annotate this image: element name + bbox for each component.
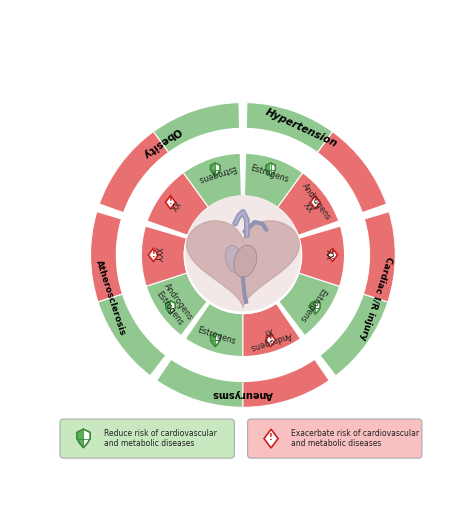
- Wedge shape: [185, 303, 243, 356]
- Wedge shape: [243, 303, 301, 356]
- Wedge shape: [141, 226, 187, 286]
- Wedge shape: [277, 173, 339, 235]
- Circle shape: [185, 196, 301, 311]
- Wedge shape: [147, 173, 209, 235]
- Wedge shape: [246, 102, 332, 153]
- Polygon shape: [211, 164, 215, 176]
- Polygon shape: [77, 429, 90, 448]
- Wedge shape: [245, 153, 302, 208]
- Text: Estrogens: Estrogens: [196, 163, 237, 184]
- Polygon shape: [215, 334, 219, 346]
- Polygon shape: [215, 164, 219, 176]
- Text: Atherosclerosis: Atherosclerosis: [94, 259, 127, 337]
- Text: !: !: [313, 197, 317, 206]
- Text: Androgens
XY: Androgens XY: [246, 320, 293, 352]
- Text: !: !: [269, 335, 273, 344]
- Text: Exacerbate risk of cardiovascular
and metabolic diseases: Exacerbate risk of cardiovascular and me…: [292, 429, 419, 448]
- Wedge shape: [154, 102, 240, 153]
- Polygon shape: [311, 301, 320, 314]
- FancyBboxPatch shape: [247, 419, 422, 458]
- Text: XX: XX: [324, 249, 333, 260]
- Wedge shape: [99, 131, 168, 213]
- Circle shape: [184, 196, 301, 314]
- Polygon shape: [83, 430, 90, 447]
- Polygon shape: [311, 301, 315, 314]
- Text: Cardiac I/R injury: Cardiac I/R injury: [358, 255, 393, 341]
- Polygon shape: [210, 163, 220, 176]
- Polygon shape: [166, 301, 175, 314]
- Wedge shape: [320, 294, 388, 376]
- Wedge shape: [299, 226, 345, 286]
- Ellipse shape: [226, 246, 242, 272]
- Polygon shape: [315, 301, 320, 314]
- Text: Obesity: Obesity: [140, 125, 182, 159]
- Text: Estrogens: Estrogens: [249, 163, 290, 184]
- Text: !: !: [169, 197, 173, 206]
- Text: Hypertension: Hypertension: [264, 107, 339, 149]
- FancyBboxPatch shape: [60, 419, 234, 458]
- Wedge shape: [318, 131, 387, 213]
- Polygon shape: [77, 430, 83, 447]
- Wedge shape: [279, 273, 339, 335]
- Polygon shape: [210, 334, 220, 346]
- Polygon shape: [166, 301, 171, 314]
- Wedge shape: [364, 212, 395, 302]
- Polygon shape: [211, 334, 215, 346]
- Text: !: !: [269, 433, 273, 442]
- Polygon shape: [266, 164, 271, 176]
- Polygon shape: [165, 196, 175, 209]
- Text: !: !: [151, 250, 155, 259]
- Polygon shape: [264, 429, 278, 448]
- Polygon shape: [148, 248, 158, 261]
- Text: Estrogens: Estrogens: [297, 287, 328, 324]
- Polygon shape: [265, 334, 275, 347]
- Wedge shape: [183, 153, 241, 208]
- Polygon shape: [328, 248, 337, 261]
- Text: XYY: XYY: [153, 248, 162, 262]
- Text: Aneurysms: Aneurysms: [212, 390, 273, 399]
- Wedge shape: [98, 294, 166, 376]
- Text: Reduce risk of cardiovascular
and metabolic diseases: Reduce risk of cardiovascular and metabo…: [104, 429, 217, 448]
- Wedge shape: [91, 212, 122, 302]
- Polygon shape: [271, 164, 275, 176]
- Text: Estrogens: Estrogens: [196, 326, 237, 347]
- Text: XX: XX: [167, 197, 181, 212]
- Polygon shape: [171, 301, 175, 314]
- Text: Androgens
XX: Androgens XX: [292, 182, 333, 228]
- Wedge shape: [243, 359, 329, 407]
- Polygon shape: [310, 196, 320, 209]
- Polygon shape: [266, 163, 275, 176]
- Ellipse shape: [234, 245, 256, 277]
- Text: Androgens
Estrogens: Androgens Estrogens: [153, 282, 194, 328]
- Text: !: !: [330, 250, 335, 259]
- Wedge shape: [146, 273, 207, 335]
- Wedge shape: [156, 359, 243, 407]
- Polygon shape: [187, 221, 299, 307]
